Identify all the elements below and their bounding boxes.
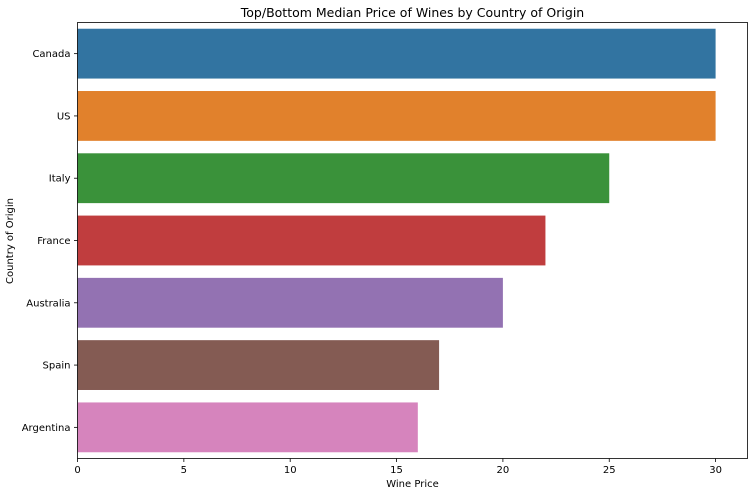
x-tick-label: 30 [709,465,722,476]
x-tick-label: 15 [390,465,403,476]
bar-spain [77,340,440,390]
x-axis-label: Wine Price [386,479,439,490]
bar-france [77,215,546,266]
x-tick-label: 5 [181,465,187,476]
x-tick-group: 0 5 10 15 20 25 30 [74,458,722,476]
y-tick-label: Canada [32,49,70,60]
y-tick-group: Canada US Italy France Australia Spain Argenti… [22,49,78,434]
x-tick-label: 20 [497,465,510,476]
y-tick-label: US [57,111,71,122]
x-tick-label: 10 [284,465,297,476]
bar-us [77,91,716,141]
bar-canada [77,28,716,79]
bar-italy [77,153,610,204]
x-tick-label: 25 [603,465,616,476]
y-tick-label: Australia [26,298,70,309]
plot-frame [77,22,748,459]
y-axis-label: Country of Origin [5,198,16,284]
y-tick-label: Spain [43,361,71,372]
x-tick-label: 0 [74,465,80,476]
chart-title: Top/Bottom Median Price of Wines by Coun… [240,5,584,20]
bars-group [77,28,716,453]
y-tick-label: Italy [49,174,71,185]
bar-australia [77,277,503,328]
y-tick-label: France [37,236,70,247]
y-tick-label: Argentina [22,423,71,434]
bar-argentina [77,402,418,453]
